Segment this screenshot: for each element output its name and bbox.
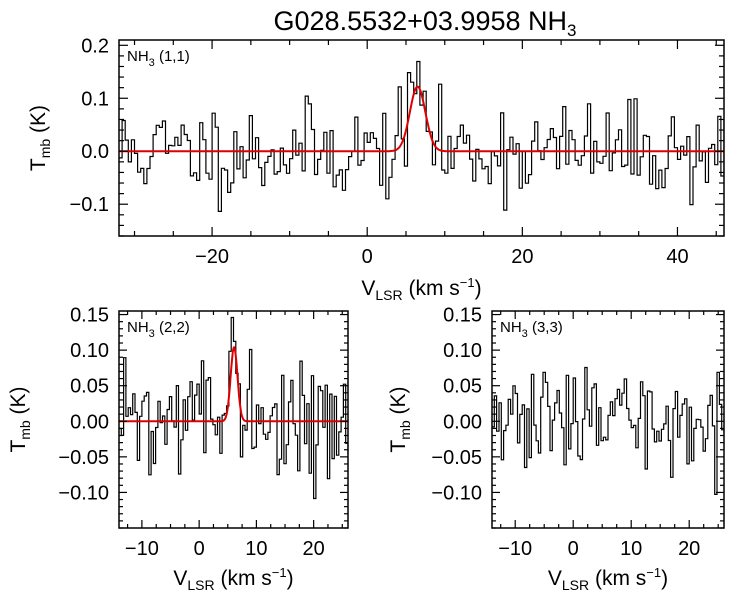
y-tick-label: −0.1 (70, 194, 109, 216)
panel-nh3-33: −10 0 10 20 −0.10 −0.05 0.00 0.05 0.10 0.15 NH3 (3… (387, 305, 725, 593)
y-tick-label: 0.1 (81, 88, 109, 110)
spectrum-histogram (492, 366, 724, 495)
x-tick-label: −10 (125, 538, 159, 560)
x-axis-label: VLSR (km s−1) (173, 565, 293, 593)
y-tick-label: −0.10 (431, 482, 482, 504)
plot-frame (118, 39, 725, 237)
y-tick-label: 0.10 (443, 340, 482, 362)
gaussian-fit-line (119, 346, 348, 423)
x-tick-label: 20 (303, 538, 325, 560)
y-tick-label: −0.05 (431, 447, 482, 469)
spectrum-histogram (119, 60, 724, 212)
y-tick-label: 0.00 (70, 411, 109, 433)
x-tick-label: 0 (362, 246, 373, 268)
x-tick-label: 0 (194, 538, 205, 560)
y-axis-label: Tmb (K) (7, 386, 33, 452)
y-tick-label: 0.15 (70, 305, 109, 327)
plot-frame (118, 310, 349, 529)
x-tick-label: −20 (195, 246, 229, 268)
y-tick-label: 0.05 (70, 376, 109, 398)
y-tick-label: 0.10 (70, 340, 109, 362)
x-tick-label: 40 (666, 246, 688, 268)
plot-frame (491, 310, 725, 529)
y-tick-label: −0.10 (58, 482, 109, 504)
spectrum-histogram (119, 316, 348, 500)
panel-label: NH3 (3,3) (500, 319, 563, 340)
y-tick-label: 0.00 (443, 411, 482, 433)
panel-nh3-11: −20 0 20 40 −0.1 0.0 0.1 0.2 NH3 (1,1) VLSR (km s… (27, 35, 725, 303)
y-tick-label: 0.0 (81, 141, 109, 163)
y-axis-label: Tmb (K) (387, 386, 413, 452)
panel-nh3-22: −10 0 10 20 −0.10 −0.05 0.00 0.05 0.10 0.15 NH3 (2… (7, 305, 349, 593)
x-tick-label: 0 (568, 538, 579, 560)
y-tick-label: −0.05 (58, 447, 109, 469)
y-tick-label: 0.15 (443, 305, 482, 327)
x-axis-label: VLSR (km s−1) (361, 275, 481, 303)
x-tick-label: −10 (498, 538, 532, 560)
panel-label: NH3 (2,2) (127, 319, 190, 340)
x-tick-label: 10 (620, 538, 642, 560)
gaussian-fit-line (119, 85, 724, 153)
y-axis-label: Tmb (K) (27, 105, 53, 171)
panel-label: NH3 (1,1) (127, 48, 190, 69)
x-tick-label: 10 (245, 538, 267, 560)
x-tick-label: 20 (511, 246, 533, 268)
figure-title: G028.5532+03.9958 NH3 (274, 6, 577, 40)
y-tick-label: 0.2 (81, 35, 109, 57)
x-tick-label: 20 (678, 538, 700, 560)
y-tick-label: 0.05 (443, 376, 482, 398)
x-axis-label: VLSR (km s−1) (548, 565, 668, 593)
